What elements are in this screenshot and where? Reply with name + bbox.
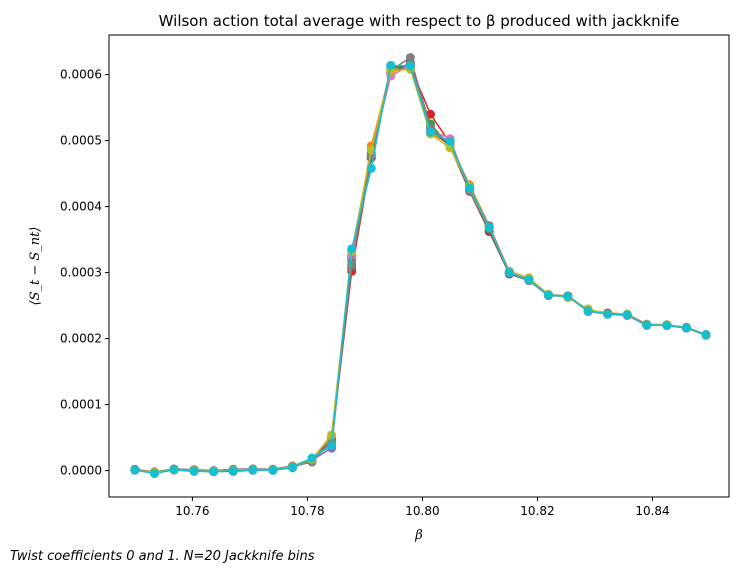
series-3-point bbox=[426, 109, 435, 119]
series-8 bbox=[130, 64, 711, 478]
y-tick-label: 0.0005 bbox=[60, 134, 102, 148]
series-2-line bbox=[134, 63, 707, 473]
y-axis-label: ⟨S_t − S_nt⟩ bbox=[28, 227, 43, 306]
x-axis: 10.76 10.78 10.80 10.82 10.84 bbox=[175, 497, 670, 518]
series-9-point bbox=[268, 465, 278, 475]
series-8-point bbox=[366, 145, 376, 155]
series-9-point bbox=[189, 466, 199, 476]
series-5 bbox=[130, 58, 711, 477]
series-6 bbox=[130, 60, 711, 478]
series-9-point bbox=[622, 310, 632, 320]
series-9-point bbox=[603, 309, 613, 319]
chart-title: Wilson action total average with respect… bbox=[159, 12, 680, 30]
series-1-line bbox=[134, 65, 707, 474]
series-9-point bbox=[543, 290, 553, 300]
series-6-line bbox=[134, 64, 707, 474]
series-0 bbox=[130, 60, 711, 478]
series-9-point bbox=[287, 462, 297, 472]
series-9-point bbox=[681, 323, 691, 333]
x-tick-label: 10.84 bbox=[635, 504, 669, 518]
series-9 bbox=[130, 60, 711, 479]
series-9-point bbox=[169, 465, 179, 475]
series-9-point bbox=[504, 268, 514, 278]
series-8-line bbox=[134, 68, 707, 474]
series-4-line bbox=[134, 64, 707, 474]
series-7-point bbox=[405, 52, 415, 62]
x-tick-label: 10.76 bbox=[175, 504, 209, 518]
series-9-point bbox=[130, 465, 140, 475]
figure-caption: Twist coefficients 0 and 1. N=20 Jackkni… bbox=[10, 549, 315, 564]
series-3 bbox=[130, 62, 711, 478]
series-9-line bbox=[134, 64, 707, 475]
y-tick-label: 0.0004 bbox=[60, 200, 102, 214]
series-9-point bbox=[524, 275, 534, 285]
series-9-point bbox=[583, 306, 593, 316]
series-9-point bbox=[445, 136, 455, 146]
x-tick-label: 10.82 bbox=[520, 504, 554, 518]
series-3-line bbox=[134, 65, 707, 474]
series-9-point bbox=[347, 244, 357, 254]
series-9-point bbox=[149, 469, 159, 479]
series-9-point bbox=[228, 466, 238, 476]
series-1 bbox=[130, 62, 711, 477]
series-9-point bbox=[662, 320, 672, 330]
series-9-point bbox=[366, 163, 376, 173]
x-tick-label: 10.80 bbox=[405, 504, 439, 518]
series-9-point bbox=[209, 467, 219, 477]
series-8-point bbox=[327, 430, 337, 440]
series-7-line bbox=[134, 56, 707, 474]
series-9-point bbox=[307, 453, 317, 463]
series-9-point bbox=[642, 320, 652, 330]
series-9-point bbox=[426, 127, 435, 137]
y-tick-label: 0.0006 bbox=[60, 68, 102, 82]
series-7-point bbox=[347, 260, 357, 270]
series-4 bbox=[130, 60, 711, 478]
x-tick-label: 10.78 bbox=[290, 504, 324, 518]
series-2 bbox=[130, 59, 711, 477]
series-9-point bbox=[465, 183, 475, 193]
series-7 bbox=[130, 52, 711, 477]
series-9-point bbox=[563, 291, 573, 301]
series-0-line bbox=[134, 64, 707, 474]
y-tick-label: 0.0001 bbox=[60, 398, 102, 412]
series-9-point bbox=[484, 223, 494, 233]
series-9-point bbox=[327, 441, 337, 451]
y-axis: 0.0000 0.0001 0.0002 0.0003 0.0004 0.0005 0.00… bbox=[60, 68, 109, 478]
plot-frame bbox=[108, 34, 730, 498]
y-tick-label: 0.0003 bbox=[60, 266, 102, 280]
y-tick-label: 0.0002 bbox=[60, 332, 102, 346]
series-9-point bbox=[386, 60, 396, 70]
series-9-point bbox=[405, 61, 415, 71]
y-tick-label: 0.0000 bbox=[60, 464, 102, 478]
x-axis-label: β bbox=[414, 528, 423, 543]
series-9-point bbox=[701, 330, 711, 340]
series-9-point bbox=[248, 465, 258, 475]
series-5-line bbox=[134, 61, 707, 474]
plot-area bbox=[130, 52, 711, 479]
